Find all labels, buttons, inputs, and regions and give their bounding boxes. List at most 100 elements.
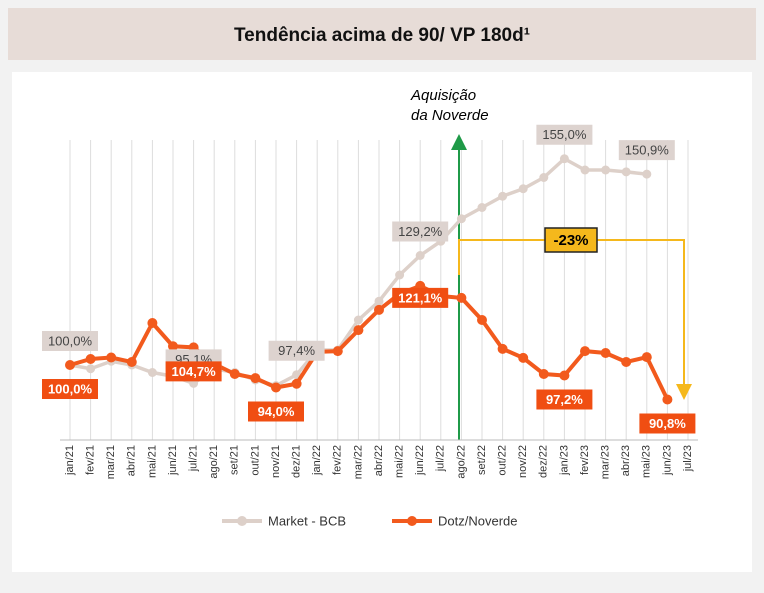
data-point bbox=[662, 394, 673, 405]
x-tick-label: ago/21 bbox=[208, 445, 220, 479]
x-tick-label: abr/23 bbox=[620, 445, 632, 476]
data-point bbox=[539, 173, 549, 182]
x-tick-label: mai/21 bbox=[146, 445, 158, 478]
data-label-box bbox=[42, 331, 98, 351]
data-point bbox=[642, 169, 652, 179]
data-point bbox=[85, 354, 96, 364]
data-label-box bbox=[392, 221, 449, 242]
data-point bbox=[291, 378, 302, 389]
data-point bbox=[497, 343, 508, 354]
data-label: 104,7% bbox=[172, 364, 217, 379]
data-label: 97,2% bbox=[546, 392, 583, 407]
x-tick-label: jan/22 bbox=[311, 445, 323, 476]
data-label: 155,0% bbox=[542, 127, 587, 142]
x-tick-label: set/21 bbox=[229, 445, 241, 475]
data-label: 129,2% bbox=[398, 224, 443, 239]
data-label-box bbox=[268, 340, 325, 361]
data-label: 121,1% bbox=[398, 290, 443, 305]
legend-marker bbox=[237, 516, 247, 526]
data-point bbox=[374, 304, 384, 315]
chart-title: Tendência acima de 90/ VP 180d¹ bbox=[234, 25, 530, 46]
data-point bbox=[229, 369, 240, 379]
data-point bbox=[374, 296, 384, 306]
x-tick-label: fev/21 bbox=[85, 445, 97, 475]
data-label-box bbox=[392, 287, 449, 308]
data-point bbox=[65, 360, 75, 370]
data-point bbox=[477, 315, 487, 325]
data-point bbox=[456, 214, 466, 224]
data-label-box bbox=[536, 124, 593, 145]
x-tick-label: mar/23 bbox=[600, 445, 612, 479]
delta-box bbox=[544, 227, 598, 253]
data-point bbox=[271, 382, 281, 393]
data-label: 90,8% bbox=[649, 416, 686, 431]
x-tick-label: abr/22 bbox=[373, 445, 385, 476]
data-point bbox=[126, 357, 137, 367]
series-line bbox=[69, 283, 670, 401]
data-point bbox=[641, 352, 652, 363]
x-tick-label: fev/23 bbox=[579, 445, 591, 475]
data-point bbox=[250, 373, 261, 384]
x-tick-label: mar/21 bbox=[105, 445, 117, 479]
x-tick-label: jan/21 bbox=[64, 445, 76, 476]
data-point bbox=[538, 369, 549, 379]
x-tick-label: fev/22 bbox=[332, 445, 344, 475]
data-label-box bbox=[42, 379, 98, 399]
data-point bbox=[580, 346, 590, 357]
data-label: 100,0% bbox=[48, 381, 93, 396]
data-point bbox=[477, 203, 487, 212]
x-tick-label: jul/23 bbox=[682, 445, 694, 472]
x-tick-label: dez/21 bbox=[291, 445, 303, 478]
data-point bbox=[601, 165, 611, 175]
data-label-box bbox=[618, 140, 675, 161]
x-tick-label: mai/23 bbox=[641, 445, 653, 478]
legend-label: Dotz/Noverde bbox=[438, 513, 517, 528]
data-label-box bbox=[536, 389, 593, 410]
data-point bbox=[86, 364, 96, 374]
data-label: 94,0% bbox=[258, 404, 295, 419]
data-point bbox=[621, 357, 632, 367]
data-point bbox=[147, 368, 157, 377]
x-tick-label: jun/23 bbox=[661, 445, 673, 476]
x-tick-label: nov/21 bbox=[270, 445, 282, 478]
data-label-box bbox=[165, 361, 222, 382]
header bbox=[8, 8, 756, 60]
data-point bbox=[518, 352, 529, 363]
data-point bbox=[332, 346, 343, 357]
data-point bbox=[518, 184, 528, 194]
data-point bbox=[168, 341, 178, 352]
data-point bbox=[106, 352, 117, 363]
data-label: 97,4% bbox=[278, 343, 315, 358]
annotation: Aquisição bbox=[410, 87, 476, 104]
data-point bbox=[559, 370, 570, 381]
x-tick-label: set/22 bbox=[476, 445, 488, 475]
x-tick-label: nov/22 bbox=[517, 445, 529, 478]
data-point bbox=[353, 315, 363, 325]
x-tick-label: mai/22 bbox=[394, 445, 406, 478]
data-point bbox=[498, 191, 508, 201]
x-tick-label: dez/22 bbox=[538, 445, 550, 478]
data-point bbox=[580, 165, 590, 175]
data-label: 150,9% bbox=[625, 143, 670, 158]
legend-marker bbox=[407, 516, 417, 526]
data-point bbox=[147, 318, 158, 328]
x-tick-label: jun/21 bbox=[167, 445, 179, 476]
x-tick-label: jun/22 bbox=[414, 445, 426, 476]
data-point bbox=[559, 154, 569, 164]
x-tick-label: out/22 bbox=[497, 445, 509, 476]
data-point bbox=[600, 348, 611, 358]
x-tick-label: jul/21 bbox=[188, 445, 200, 472]
data-label: 100,0% bbox=[48, 333, 93, 348]
legend-label: Market - BCB bbox=[268, 513, 346, 528]
data-point bbox=[395, 270, 405, 280]
x-tick-label: jan/23 bbox=[558, 445, 570, 476]
data-point bbox=[415, 251, 425, 260]
annotation: da Noverde bbox=[411, 107, 489, 124]
data-point bbox=[621, 167, 631, 177]
x-tick-label: abr/21 bbox=[126, 445, 138, 476]
data-point bbox=[353, 325, 364, 336]
x-tick-label: mar/22 bbox=[352, 445, 364, 479]
delta-label: -23% bbox=[553, 232, 588, 249]
data-point bbox=[456, 292, 467, 303]
